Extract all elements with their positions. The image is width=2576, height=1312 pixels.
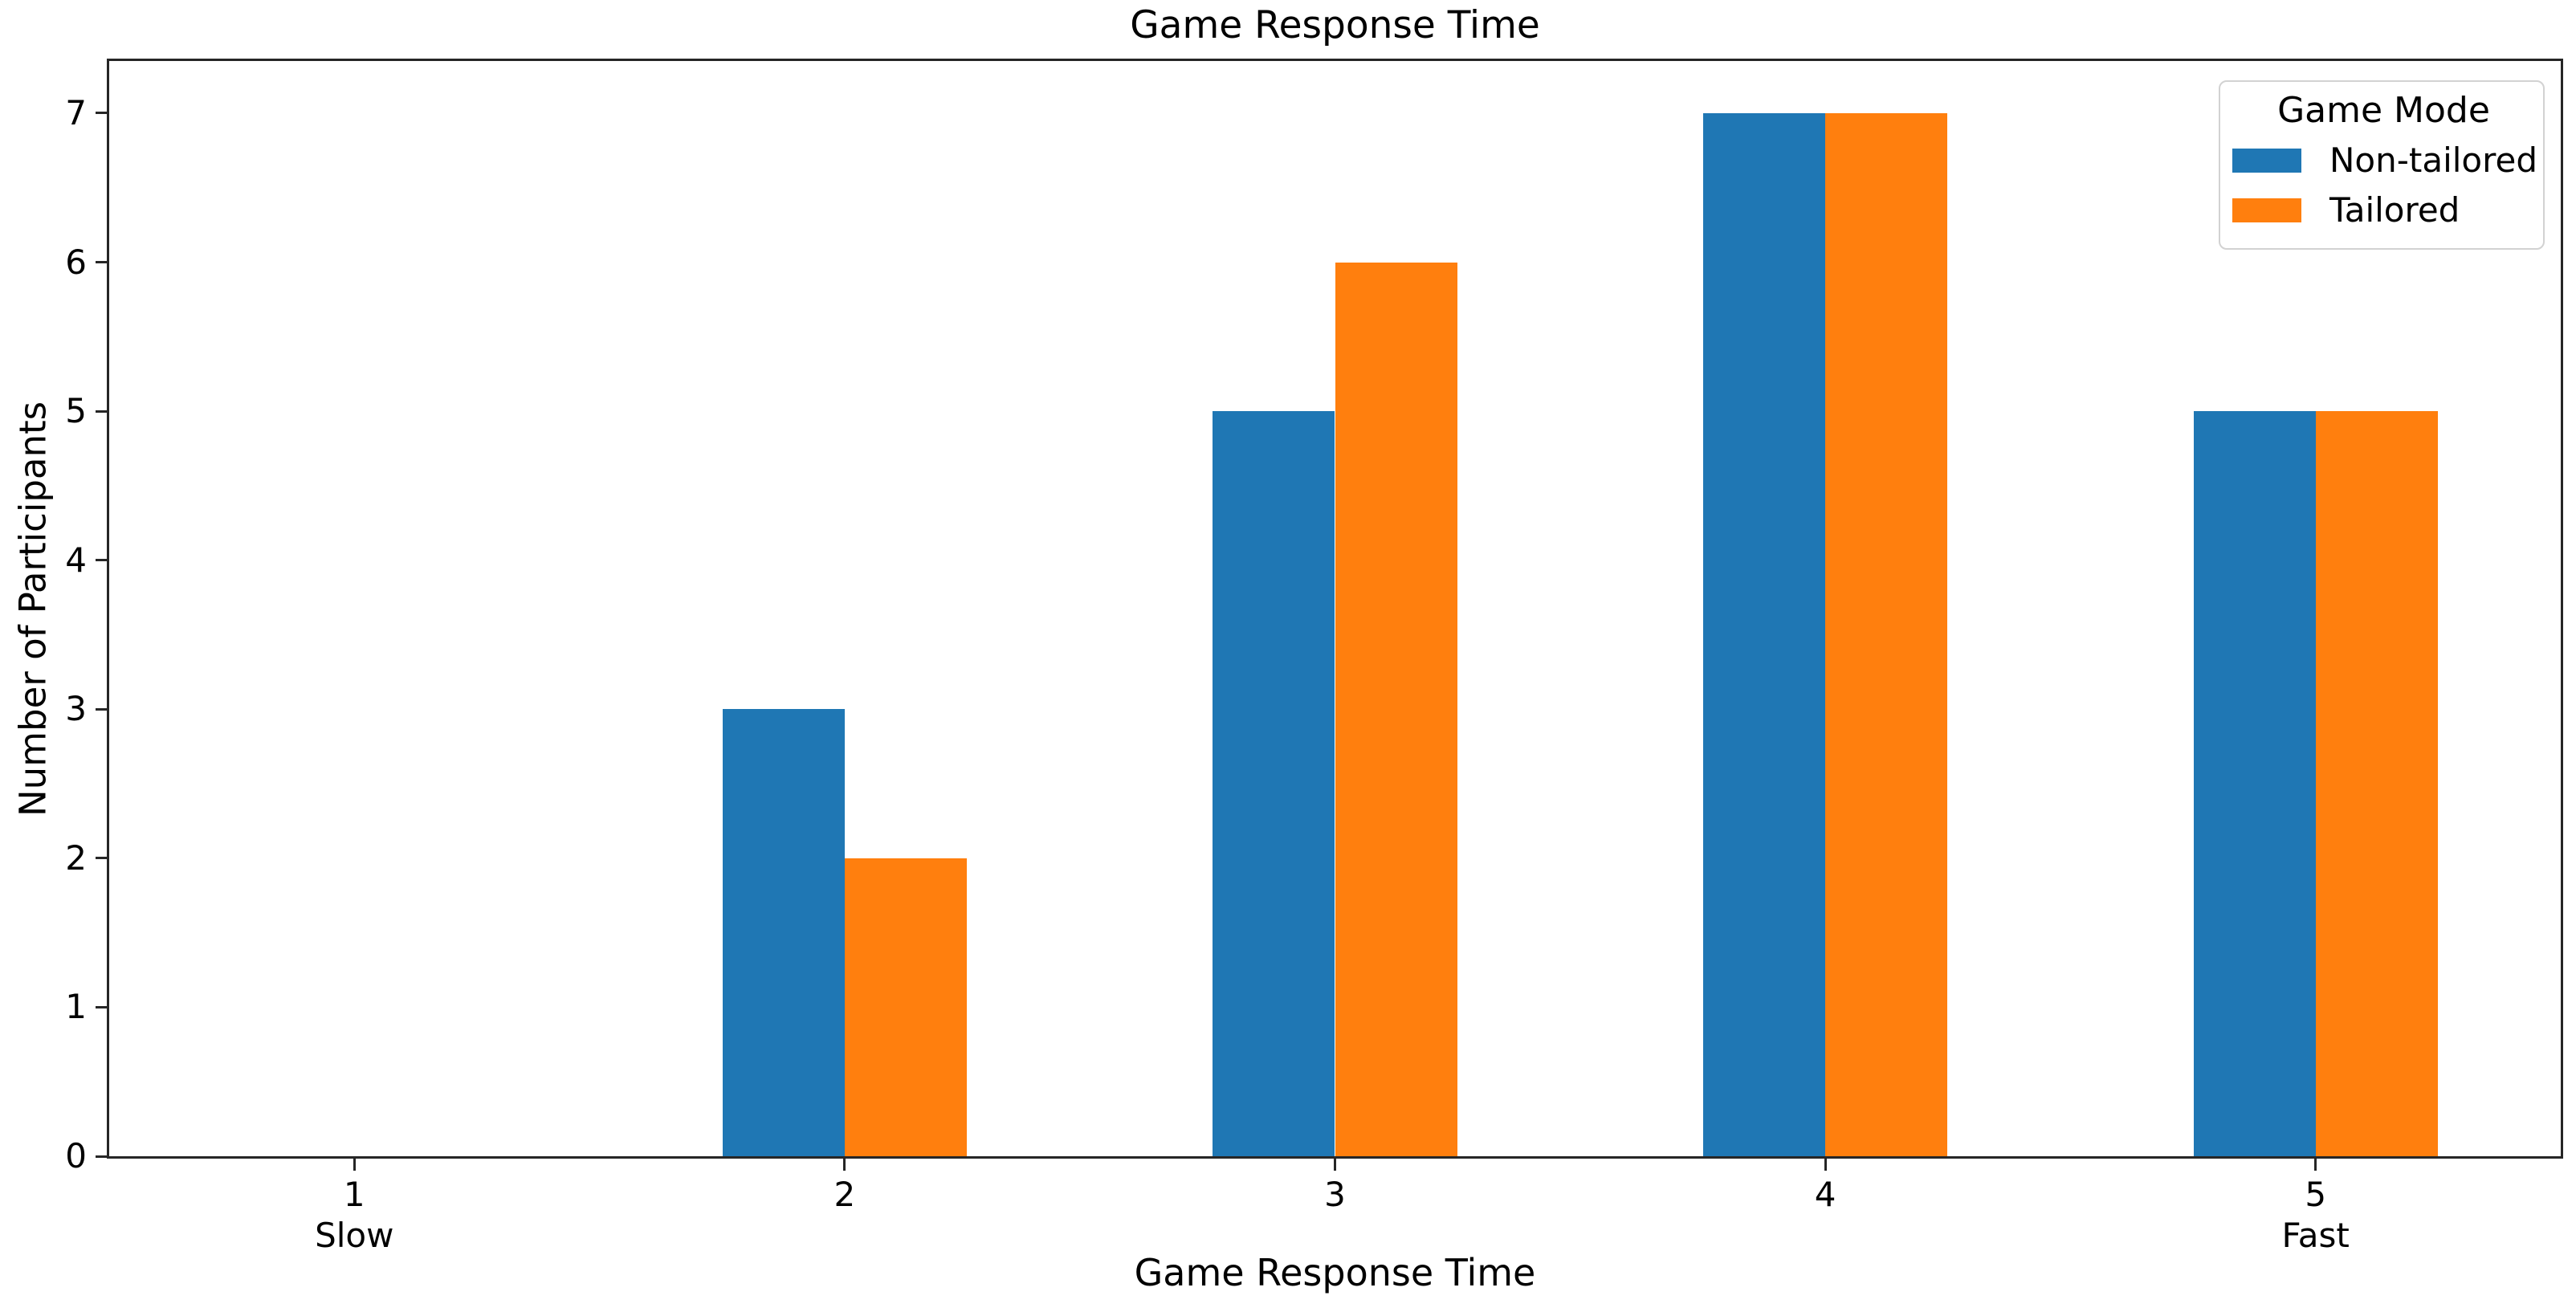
y-tick-mark <box>96 409 109 413</box>
x-tick-label: 4 <box>1815 1174 1836 1215</box>
legend-entry: Non-tailored <box>2232 136 2537 185</box>
y-tick-label: 1 <box>65 987 87 1027</box>
legend-swatch <box>2232 198 2301 222</box>
y-tick-label: 2 <box>65 837 87 878</box>
y-axis-label: Number of Participants <box>11 401 55 817</box>
bar-non-tailored <box>1703 112 1826 1156</box>
x-tick-value: 3 <box>1324 1175 1346 1214</box>
x-tick-label: 5 Fast <box>2281 1174 2349 1256</box>
chart-title: Game Response Time <box>1130 3 1540 47</box>
x-tick-label: 1 Slow <box>315 1174 393 1256</box>
x-tick-mark <box>1334 1159 1336 1171</box>
x-tick-mark <box>843 1159 846 1171</box>
x-tick-label: 2 <box>834 1174 856 1215</box>
x-tick-sublabel: Slow <box>315 1216 394 1256</box>
plot-area: Game Mode Non-tailored Tailored 0 1 2 3 4 5 6 7 1… <box>65 59 2563 1255</box>
x-tick-mark <box>353 1159 356 1171</box>
bar-tailored <box>1335 262 1457 1156</box>
y-tick-label: 7 <box>65 92 87 132</box>
legend-title: Game Mode <box>2277 90 2490 131</box>
y-tick-mark <box>96 1005 109 1008</box>
legend: Game Mode Non-tailored Tailored <box>2219 80 2545 250</box>
x-tick-value: 5 <box>2305 1175 2327 1214</box>
y-tick-label: 6 <box>65 242 87 282</box>
y-tick-label: 3 <box>65 689 87 729</box>
y-tick-mark <box>96 559 109 562</box>
bar-tailored <box>1825 112 1948 1156</box>
x-tick-value: 4 <box>1814 1175 1836 1214</box>
y-tick-mark <box>96 112 109 115</box>
y-tick-mark <box>96 707 109 711</box>
bar-tailored <box>844 858 967 1156</box>
legend-entries: Non-tailored Tailored <box>2232 136 2537 235</box>
x-tick-value: 1 <box>343 1175 365 1214</box>
y-tick-label: 0 <box>65 1136 87 1176</box>
y-tick-mark <box>96 1155 109 1158</box>
y-tick-mark <box>96 261 109 264</box>
x-tick-sublabel: Fast <box>2281 1216 2350 1256</box>
legend-entry-label: Tailored <box>2329 189 2460 230</box>
x-tick-label: 3 <box>1324 1174 1346 1215</box>
y-tick-label: 4 <box>65 540 87 580</box>
y-tick-mark <box>96 857 109 860</box>
y-tick-label: 5 <box>65 391 87 431</box>
legend-entry-label: Non-tailored <box>2329 140 2537 180</box>
x-axis-label: Game Response Time <box>1134 1251 1536 1294</box>
x-tick-mark <box>2314 1159 2317 1171</box>
x-tick-mark <box>1824 1159 1827 1171</box>
bar-tailored <box>2315 411 2438 1156</box>
x-tick-value: 2 <box>834 1175 856 1214</box>
legend-swatch <box>2232 148 2301 173</box>
bar-non-tailored <box>1213 411 1335 1156</box>
bar-non-tailored <box>722 709 845 1156</box>
bar-non-tailored <box>2193 411 2316 1156</box>
legend-entry: Tailored <box>2232 185 2535 235</box>
